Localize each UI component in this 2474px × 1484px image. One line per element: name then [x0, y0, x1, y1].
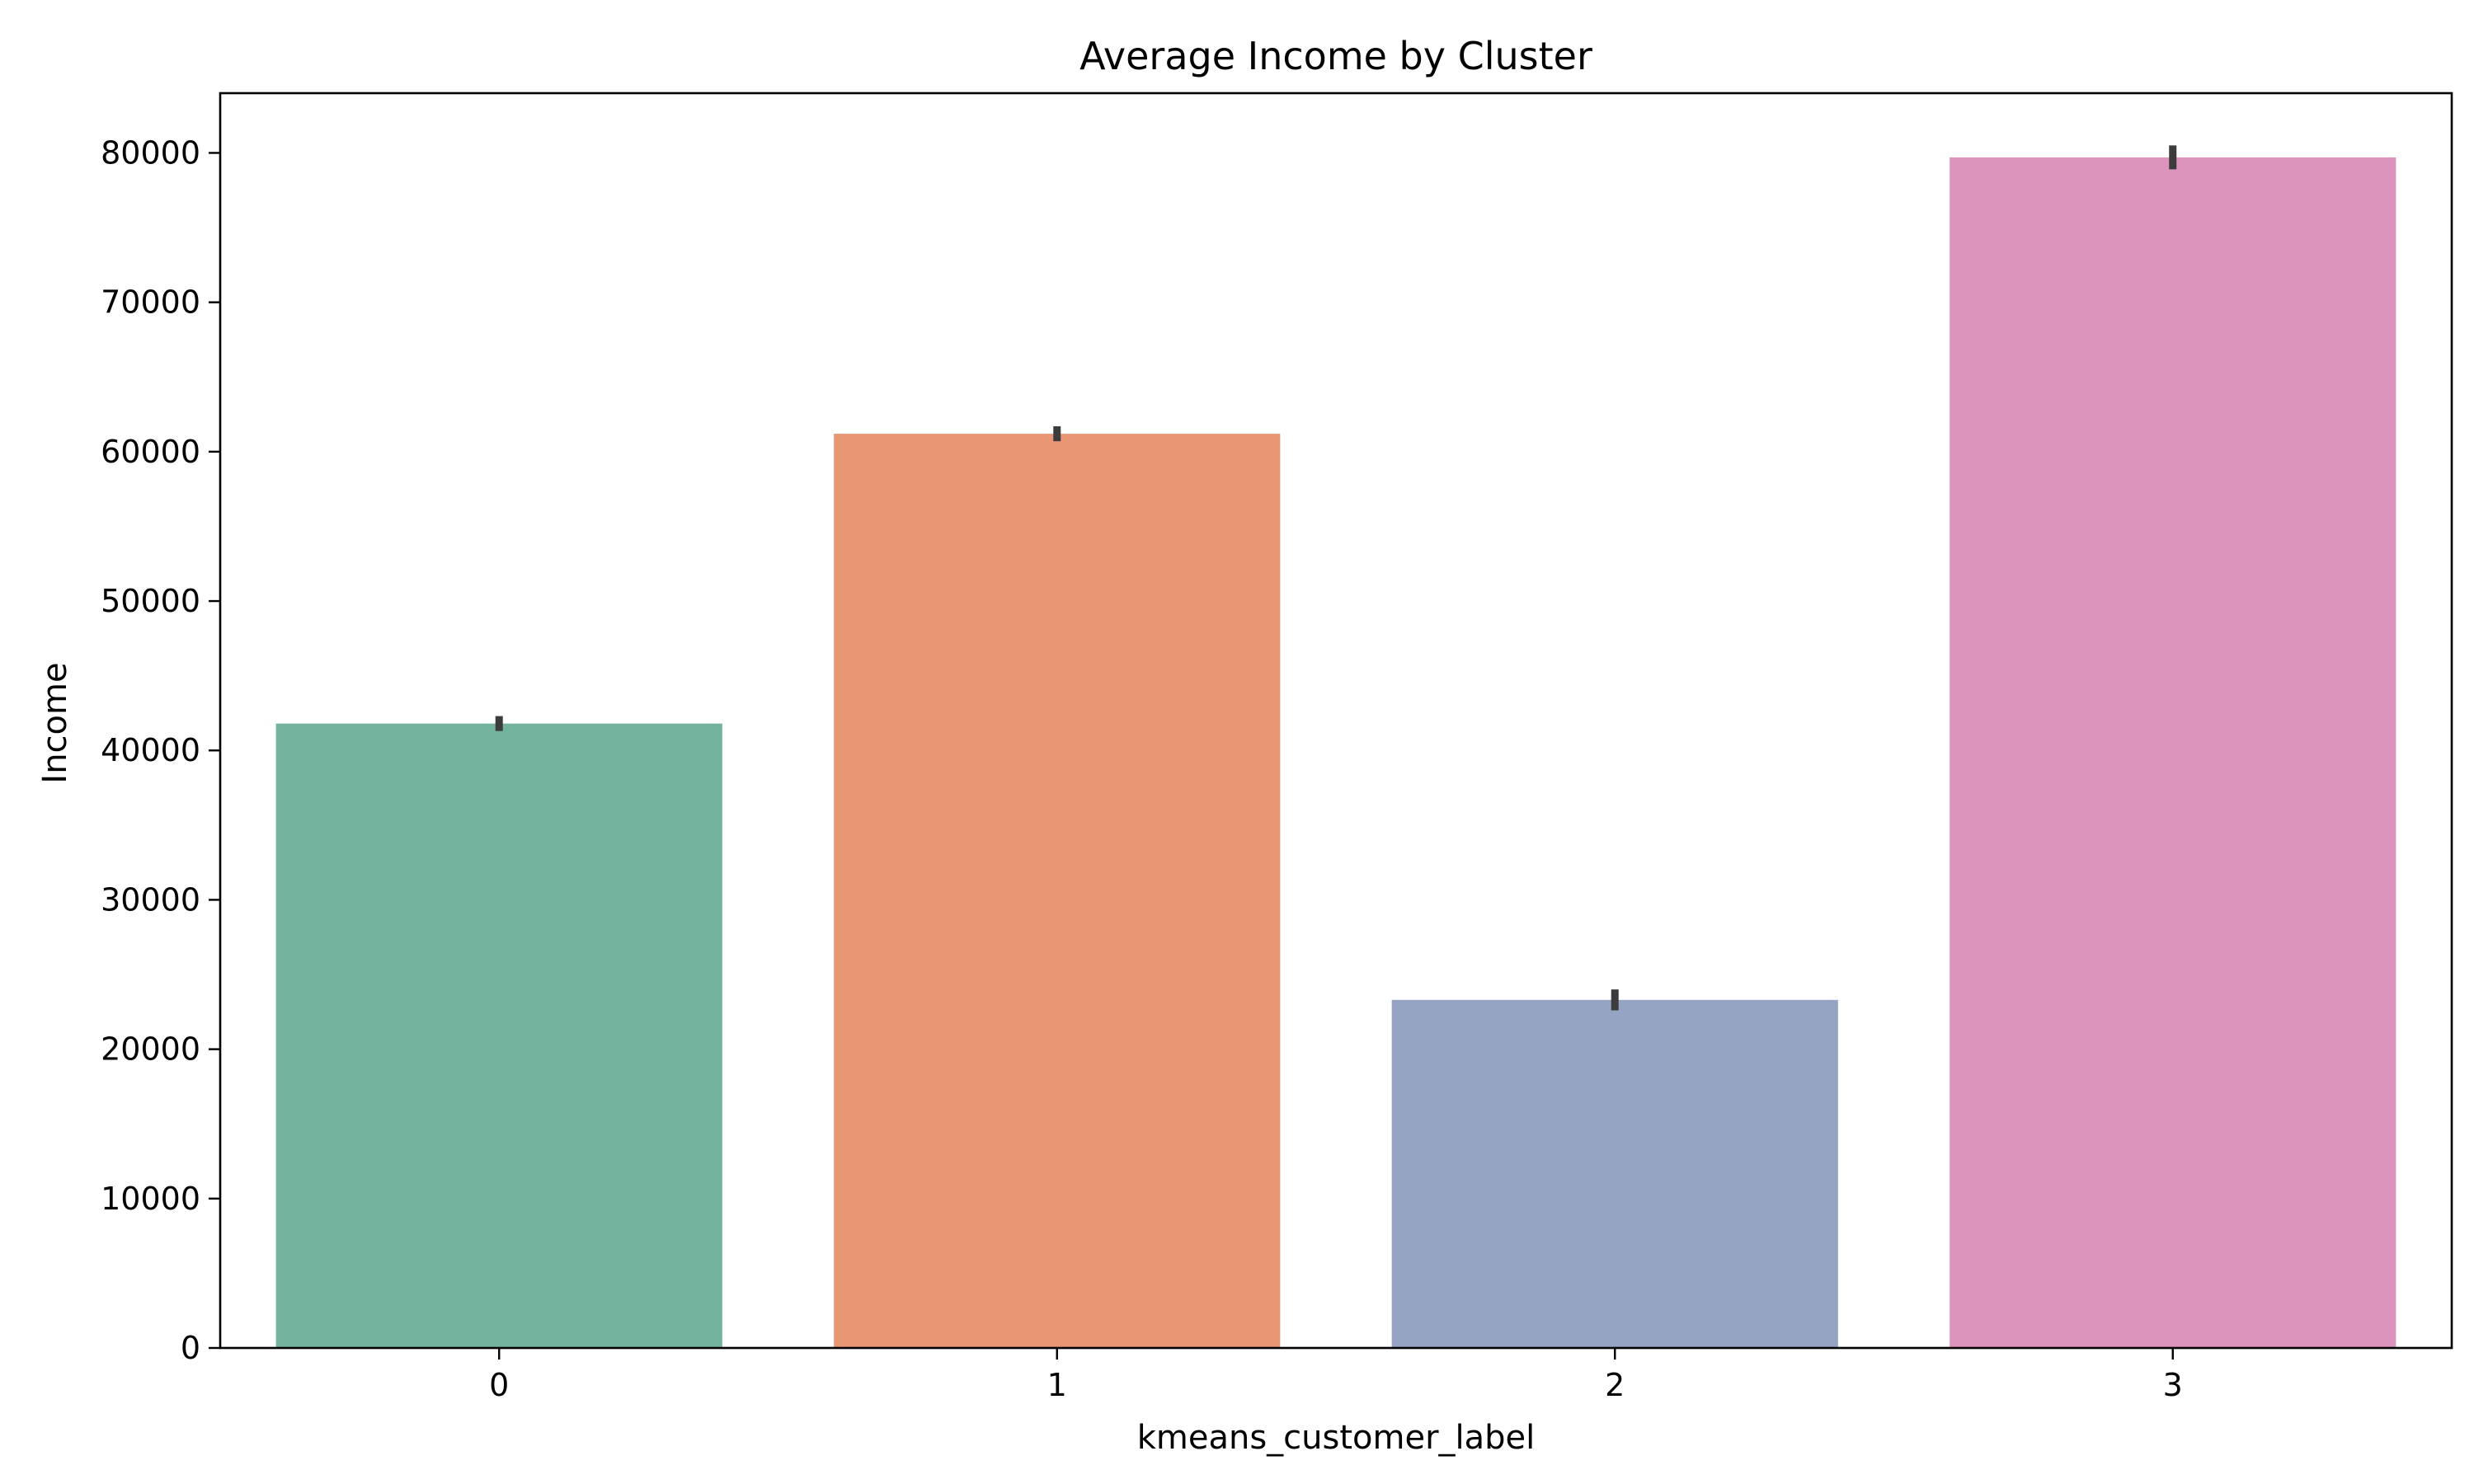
- x-tick-label: 0: [489, 1367, 509, 1403]
- y-tick-label: 50000: [101, 583, 200, 619]
- plot-frame: [219, 92, 2453, 1350]
- y-tick-label: 20000: [101, 1031, 200, 1068]
- y-tick-label: 40000: [101, 732, 200, 768]
- bar-cluster-2: [1391, 999, 1838, 1348]
- bar-cluster-3: [1950, 157, 2396, 1349]
- x-axis-title: kmeans_customer_label: [1137, 1419, 1536, 1457]
- y-axis-title: Income: [36, 662, 74, 783]
- bar-cluster-0: [275, 723, 722, 1348]
- x-tick-label: 3: [2163, 1367, 2183, 1403]
- x-axis: 0 1 2 3: [489, 1348, 2183, 1403]
- x-tick-label: 2: [1605, 1367, 1625, 1403]
- bar-cluster-1: [834, 434, 1281, 1348]
- chart-title: Average Income by Cluster: [1079, 34, 1592, 78]
- x-tick-label: 1: [1047, 1367, 1067, 1403]
- y-tick-label: 60000: [101, 434, 200, 470]
- y-tick-label: 0: [181, 1330, 200, 1366]
- y-tick-label: 10000: [101, 1181, 200, 1217]
- error-bars-layer: [495, 145, 2177, 1011]
- y-axis: 0 10000 20000 30000 40000 50000 60000 70000 8000…: [101, 134, 220, 1366]
- bars-layer: [275, 157, 2396, 1349]
- y-tick-label: 80000: [101, 134, 200, 171]
- y-tick-label: 70000: [101, 284, 200, 321]
- y-tick-label: 30000: [101, 881, 200, 918]
